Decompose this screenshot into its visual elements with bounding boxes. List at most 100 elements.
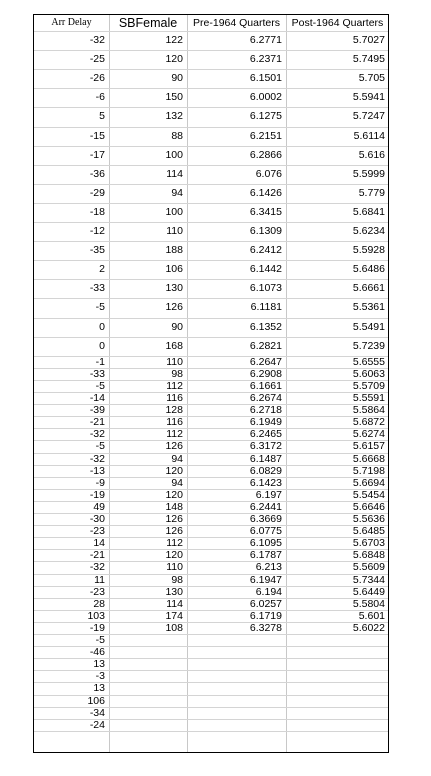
cell-pre-1964-quarters[interactable]: 6.2465 bbox=[249, 428, 282, 441]
cell-sbfemale[interactable]: 126 bbox=[165, 513, 183, 525]
cell-pre-1964-quarters[interactable]: 6.1949 bbox=[249, 416, 282, 429]
cell-arr-delay[interactable]: -17 bbox=[89, 148, 105, 161]
cell-pre-1964-quarters[interactable]: 6.2647 bbox=[249, 355, 282, 368]
cell-pre-1964-quarters[interactable]: 6.0257 bbox=[249, 597, 282, 610]
cell-sbfemale[interactable]: 112 bbox=[166, 428, 183, 441]
cell-arr-delay[interactable]: -23 bbox=[89, 585, 105, 598]
cell-post-1964-quarters[interactable] bbox=[286, 719, 389, 731]
cell-sbfemale[interactable]: 188 bbox=[165, 244, 183, 257]
cell-arr-delay[interactable]: -36 bbox=[89, 167, 105, 180]
cell-pre-1964-quarters[interactable]: 6.1073 bbox=[249, 282, 282, 295]
cell-post-1964-quarters[interactable]: 5.6646 bbox=[352, 500, 385, 513]
cell-sbfemale[interactable]: 122 bbox=[165, 34, 183, 46]
cell-sbfemale[interactable]: 108 bbox=[165, 621, 183, 634]
cell-pre-1964-quarters[interactable]: 6.1181 bbox=[250, 301, 282, 314]
cell-post-1964-quarters[interactable]: 5.6661 bbox=[352, 282, 385, 295]
cell-pre-1964-quarters[interactable]: 6.1095 bbox=[249, 537, 282, 550]
cell-arr-delay[interactable]: -21 bbox=[89, 416, 105, 429]
cell-sbfemale[interactable]: 110 bbox=[166, 561, 183, 574]
cell-post-1964-quarters[interactable]: 5.6274 bbox=[352, 428, 385, 441]
cell-sbfemale[interactable]: 126 bbox=[165, 301, 183, 314]
cell-pre-1964-quarters[interactable] bbox=[187, 695, 286, 707]
cell-arr-delay[interactable]: -33 bbox=[89, 282, 105, 295]
cell-post-1964-quarters[interactable]: 5.6668 bbox=[352, 452, 385, 465]
header-arr-delay[interactable]: Arr Delay bbox=[51, 17, 92, 28]
cell-post-1964-quarters[interactable]: 5.6703 bbox=[352, 537, 385, 550]
cell-post-1964-quarters[interactable]: 5.6872 bbox=[352, 416, 385, 429]
cell-pre-1964-quarters[interactable]: 6.076 bbox=[255, 167, 282, 180]
cell-sbfemale[interactable]: 112 bbox=[166, 537, 183, 550]
cell-post-1964-quarters[interactable]: 5.6114 bbox=[353, 129, 385, 142]
cell-post-1964-quarters[interactable]: 5.5491 bbox=[352, 320, 385, 333]
cell-pre-1964-quarters[interactable]: 6.2718 bbox=[249, 404, 282, 417]
cell-arr-delay[interactable]: -46 bbox=[89, 646, 105, 659]
cell-pre-1964-quarters[interactable]: 6.2371 bbox=[249, 53, 282, 66]
cell-sbfemale[interactable]: 114 bbox=[166, 167, 183, 180]
cell-sbfemale[interactable]: 90 bbox=[171, 72, 183, 85]
cell-sbfemale[interactable]: 110 bbox=[166, 225, 183, 237]
cell-post-1964-quarters[interactable]: 5.7027 bbox=[352, 34, 385, 46]
cell-pre-1964-quarters[interactable] bbox=[187, 719, 286, 731]
cell-sbfemale[interactable]: 120 bbox=[165, 464, 183, 477]
cell-sbfemale[interactable]: 88 bbox=[171, 129, 183, 142]
cell-sbfemale[interactable]: 128 bbox=[165, 404, 183, 417]
cell-post-1964-quarters[interactable]: 5.6486 bbox=[352, 263, 385, 276]
cell-arr-delay[interactable]: -5 bbox=[95, 440, 105, 453]
cell-sbfemale[interactable]: 94 bbox=[171, 186, 183, 199]
cell-post-1964-quarters[interactable]: 5.7198 bbox=[352, 464, 385, 477]
cell-sbfemale[interactable]: 90 bbox=[171, 320, 183, 333]
cell-post-1964-quarters[interactable]: 5.5454 bbox=[352, 488, 385, 501]
cell-sbfemale[interactable]: 116 bbox=[166, 392, 183, 404]
cell-pre-1964-quarters[interactable] bbox=[187, 634, 286, 646]
cell-arr-delay[interactable]: -34 bbox=[89, 706, 105, 719]
cell-sbfemale[interactable] bbox=[109, 658, 187, 670]
cell-arr-delay[interactable]: -5 bbox=[95, 634, 105, 646]
cell-sbfemale[interactable]: 132 bbox=[165, 110, 183, 123]
cell-pre-1964-quarters[interactable] bbox=[187, 707, 286, 719]
cell-arr-delay[interactable]: -39 bbox=[89, 404, 105, 417]
cell-sbfemale[interactable]: 106 bbox=[165, 263, 183, 276]
cell-post-1964-quarters[interactable]: 5.5928 bbox=[352, 244, 385, 257]
cell-pre-1964-quarters[interactable]: 6.213 bbox=[255, 561, 282, 574]
cell-sbfemale[interactable]: 126 bbox=[165, 440, 183, 453]
cell-post-1964-quarters[interactable]: 5.5636 bbox=[352, 513, 385, 525]
cell-post-1964-quarters[interactable] bbox=[286, 658, 389, 670]
cell-pre-1964-quarters[interactable]: 6.1442 bbox=[249, 263, 282, 276]
cell-pre-1964-quarters[interactable]: 6.2674 bbox=[249, 392, 282, 404]
header-post-1964-quarters[interactable]: Post-1964 Quarters bbox=[291, 17, 384, 29]
cell-sbfemale[interactable]: 98 bbox=[171, 367, 183, 380]
cell-post-1964-quarters[interactable]: 5.6694 bbox=[352, 476, 385, 489]
cell-arr-delay[interactable]: -18 bbox=[89, 205, 105, 218]
cell-post-1964-quarters[interactable]: 5.7239 bbox=[352, 339, 385, 352]
cell-post-1964-quarters[interactable]: 5.5609 bbox=[352, 561, 385, 574]
cell-pre-1964-quarters[interactable]: 6.3669 bbox=[249, 513, 282, 525]
cell-post-1964-quarters[interactable]: 5.601 bbox=[358, 609, 385, 622]
cell-pre-1964-quarters[interactable]: 6.2771 bbox=[249, 34, 282, 46]
cell-arr-delay[interactable]: 0 bbox=[99, 339, 105, 352]
cell-post-1964-quarters[interactable]: 5.6063 bbox=[352, 367, 385, 380]
cell-arr-delay[interactable]: 13 bbox=[93, 682, 105, 695]
cell-sbfemale[interactable]: 112 bbox=[166, 379, 183, 392]
cell-post-1964-quarters[interactable]: 5.705 bbox=[358, 72, 385, 85]
cell-post-1964-quarters[interactable] bbox=[286, 670, 389, 682]
cell-sbfemale[interactable]: 100 bbox=[165, 148, 183, 161]
cell-post-1964-quarters[interactable]: 5.5709 bbox=[352, 379, 385, 392]
cell-arr-delay[interactable]: -32 bbox=[89, 428, 105, 441]
cell-pre-1964-quarters[interactable]: 6.1423 bbox=[249, 476, 282, 489]
cell-pre-1964-quarters[interactable]: 6.0829 bbox=[249, 464, 282, 477]
cell-sbfemale[interactable]: 100 bbox=[165, 205, 183, 218]
cell-arr-delay[interactable]: -33 bbox=[89, 367, 105, 380]
cell-arr-delay[interactable]: 11 bbox=[94, 573, 105, 586]
cell-sbfemale[interactable] bbox=[109, 707, 187, 719]
cell-sbfemale[interactable]: 94 bbox=[171, 476, 183, 489]
cell-arr-delay[interactable]: -5 bbox=[95, 301, 105, 314]
cell-post-1964-quarters[interactable]: 5.5864 bbox=[352, 404, 385, 417]
cell-arr-delay[interactable]: 49 bbox=[93, 500, 105, 513]
cell-arr-delay[interactable]: -32 bbox=[89, 452, 105, 465]
cell-arr-delay[interactable]: 28 bbox=[93, 597, 105, 610]
cell-arr-delay[interactable]: 13 bbox=[93, 658, 105, 671]
cell-pre-1964-quarters[interactable]: 6.1947 bbox=[249, 573, 282, 586]
cell-post-1964-quarters[interactable]: 5.6022 bbox=[352, 621, 385, 634]
cell-pre-1964-quarters[interactable] bbox=[187, 658, 286, 670]
cell-pre-1964-quarters[interactable]: 6.1426 bbox=[249, 186, 282, 199]
